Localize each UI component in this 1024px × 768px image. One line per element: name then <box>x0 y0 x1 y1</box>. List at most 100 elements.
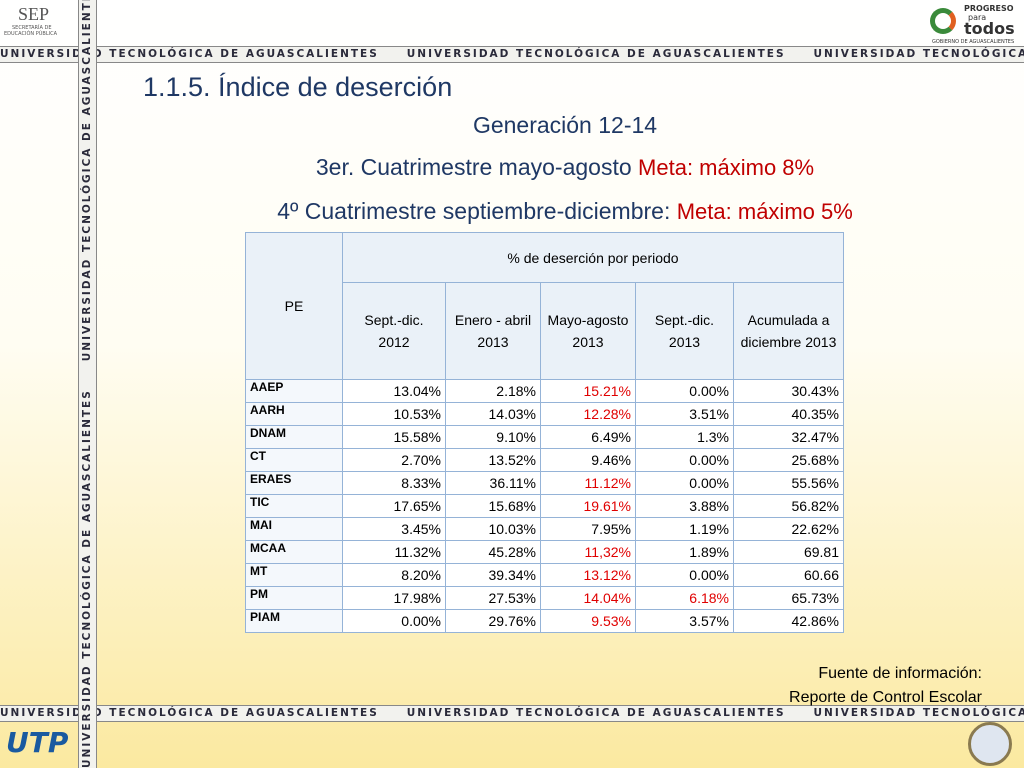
goal-text: 4º Cuatrimestre septiembre-diciembre: <box>277 198 671 224</box>
value-cell: 25.68% <box>733 448 844 472</box>
value-cell: 13.52% <box>445 448 541 472</box>
value-cell: 40.35% <box>733 402 844 426</box>
value-cell: 6.18% <box>635 586 734 610</box>
value-cell: 17.65% <box>342 494 446 518</box>
banner: UNIVERSIDAD TECNOLÓGICA DE AGUASCALIENTE… <box>78 0 97 768</box>
logo-text: para <box>968 13 987 22</box>
value-cell: 19.61% <box>540 494 636 518</box>
value-cell: 22.62% <box>733 517 844 541</box>
data-row: AAEP 13.04% 2.18% 15.21% 0.00% 30.43% <box>245 379 844 403</box>
value-cell: 10.03% <box>445 517 541 541</box>
banner-text: UNIVERSIDAD TECNOLÓGICA DE AGUASCALIENTE… <box>813 707 1024 719</box>
value-cell: 36.11% <box>445 471 541 495</box>
value-cell: 3.45% <box>342 517 446 541</box>
value-cell: 39.34% <box>445 563 541 587</box>
goal-line: 3er. Cuatrimestre mayo-agosto Meta: máxi… <box>0 154 1024 181</box>
sep-logo: SEP SECRETARÍA DE EDUCACIÓN PÚBLICA <box>4 4 74 42</box>
banner: UNIVERSIDAD TECNOLÓGICA DE AGUASCALIENTE… <box>0 705 1024 722</box>
value-cell: 9.10% <box>445 425 541 449</box>
value-cell: 11,32% <box>540 540 636 564</box>
goal-value: Meta: máximo 8% <box>638 155 815 180</box>
value-cell: 10.53% <box>342 402 446 426</box>
value-cell: 56.82% <box>733 494 844 518</box>
table: PE% de deserción por periodo Sept.-dic. 2… <box>245 232 844 633</box>
value-cell: 17.98% <box>342 586 446 610</box>
logo-text: PROGRESO <box>964 4 1014 13</box>
banner-text: UNIVERSIDAD TECNOLÓGICA DE AGUASCALIENTE… <box>0 48 379 60</box>
goal-value: Meta: máximo 5% <box>676 199 853 224</box>
pe-cell: MT <box>245 563 343 587</box>
value-cell: 3.88% <box>635 494 734 518</box>
banner-text: UNIVERSIDAD TECNOLÓGICA DE AGUASCALIENTE… <box>0 707 379 719</box>
value-cell: 45.28% <box>445 540 541 564</box>
data-row: MCAA 11.32% 45.28% 11,32% 1.89% 69.81 <box>245 540 844 564</box>
value-cell: 65.73% <box>733 586 844 610</box>
banner-text: UNIVERSIDAD TECNOLÓGICA DE AGUASCALIENTE… <box>813 48 1024 60</box>
data-row: MT 8.20% 39.34% 13.12% 0.00% 60.66 <box>245 563 844 587</box>
data-row: AARH 10.53% 14.03% 12.28% 3.51% 40.35% <box>245 402 844 426</box>
value-cell: 0.00% <box>635 471 734 495</box>
pe-cell: AARH <box>245 402 343 426</box>
banner-text: UNIVERSIDAD TECNOLÓGICA DE AGUASCALIENTE… <box>406 707 786 719</box>
value-cell: 0.00% <box>635 563 734 587</box>
header-cell: Mayo-agosto 2013 <box>540 282 636 380</box>
value-cell: 9.53% <box>540 609 636 633</box>
header-cell: Sept.-dic. 2012 <box>342 282 446 380</box>
header-row: Sept.-dic. 2012 Enero - abril 2013 Mayo-ag… <box>246 282 844 380</box>
value-cell: 42.86% <box>733 609 844 633</box>
goal-text: 3er. Cuatrimestre mayo-agosto <box>315 154 632 180</box>
banner-text: UNIVERSIDAD TECNOLÓGICA DE AGUASCALIENTE… <box>81 389 93 768</box>
value-cell: 14.03% <box>445 402 541 426</box>
value-cell: 2.70% <box>342 448 446 472</box>
pe-cell: CT <box>245 448 343 472</box>
logo-text: todos <box>964 19 1015 38</box>
header-cell: PE <box>245 232 343 380</box>
pe-cell: MAI <box>245 517 343 541</box>
data-row: PM 17.98% 27.53% 14.04% 6.18% 65.73% <box>245 586 844 610</box>
pe-cell: DNAM <box>245 425 343 449</box>
value-cell: 13.04% <box>342 379 446 403</box>
data-row: MAI 3.45% 10.03% 7.95% 1.19% 22.62% <box>245 517 844 541</box>
value-cell: 1.89% <box>635 540 734 564</box>
pe-cell: PM <box>245 586 343 610</box>
sep-sub: EDUCACIÓN PÚBLICA <box>4 31 58 37</box>
header-cell: Sept.-dic. 2013 <box>635 282 734 380</box>
value-cell: 13.12% <box>540 563 636 587</box>
value-cell: 8.33% <box>342 471 446 495</box>
header-cell: Enero - abril 2013 <box>445 282 541 380</box>
value-cell: 27.53% <box>445 586 541 610</box>
value-cell: 11.32% <box>342 540 446 564</box>
data-row: PIAM 0.00% 29.76% 9.53% 3.57% 42.86% <box>245 609 844 633</box>
value-cell: 55.56% <box>733 471 844 495</box>
value-cell: 3.51% <box>635 402 734 426</box>
pe-cell: ERAES <box>245 471 343 495</box>
value-cell: 14.04% <box>540 586 636 610</box>
value-cell: 15.68% <box>445 494 541 518</box>
data-row: TIC 17.65% 15.68% 19.61% 3.88% 56.82% <box>245 494 844 518</box>
value-cell: 32.47% <box>733 425 844 449</box>
pe-cell: TIC <box>245 494 343 518</box>
value-cell: 0.00% <box>635 448 734 472</box>
seal <box>968 722 1012 766</box>
source-text: Reporte de Control Escolar <box>789 689 982 706</box>
value-cell: 7.95% <box>540 517 636 541</box>
source: Fuente de información: Reporte de Contro… <box>789 662 982 710</box>
data-row: ERAES 8.33% 36.11% 11.12% 0.00% 55.56% <box>245 471 844 495</box>
value-cell: 2.18% <box>445 379 541 403</box>
value-cell: 8.20% <box>342 563 446 587</box>
value-cell: 1.19% <box>635 517 734 541</box>
value-cell: 60.66 <box>733 563 844 587</box>
banner: UNIVERSIDAD TECNOLÓGICA DE AGUASCALIENTE… <box>0 46 1024 63</box>
data-row: CT 2.70% 13.52% 9.46% 0.00% 25.68% <box>245 448 844 472</box>
value-cell: 30.43% <box>733 379 844 403</box>
header-row: PE% de deserción por periodo <box>245 232 844 380</box>
value-cell: 3.57% <box>635 609 734 633</box>
value-cell: 9.46% <box>540 448 636 472</box>
banner-text: UNIVERSIDAD TECNOLÓGICA DE AGUASCALIENTE… <box>406 48 786 60</box>
value-cell: 12.28% <box>540 402 636 426</box>
value-cell: 0.00% <box>342 609 446 633</box>
logo-circle <box>930 8 956 34</box>
title: 1.1.5. Índice de deserción <box>143 72 453 102</box>
value-cell: 6.49% <box>540 425 636 449</box>
source-text: Fuente de información: <box>818 665 982 682</box>
